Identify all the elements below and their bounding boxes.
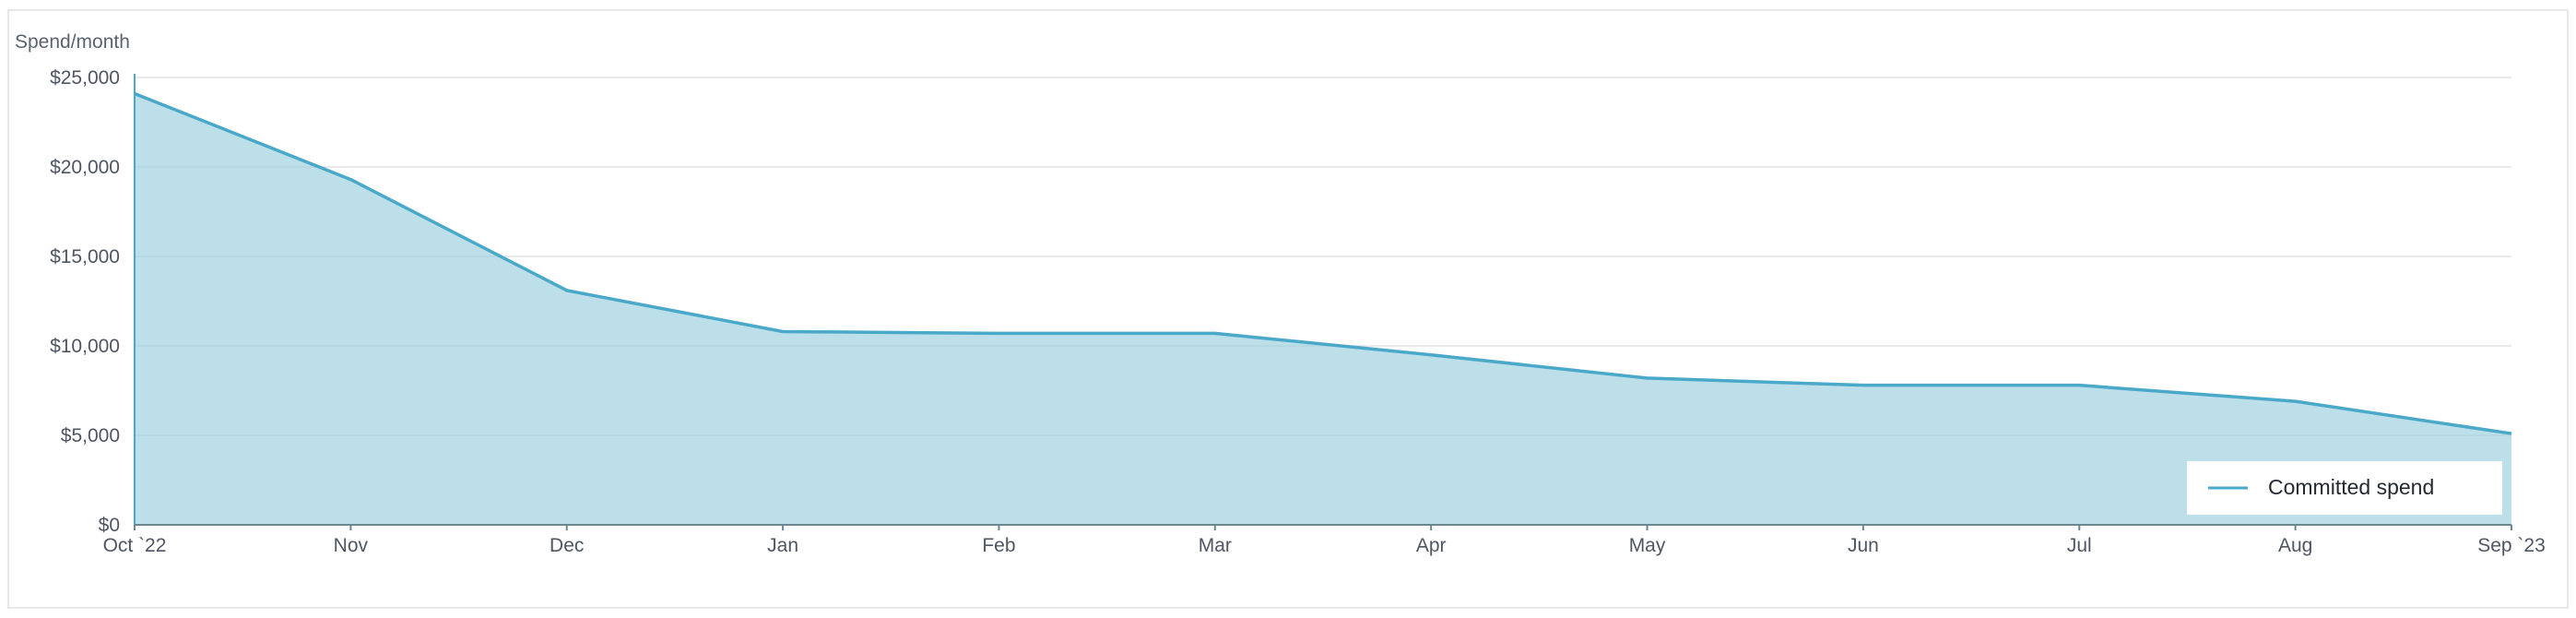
x-tick-label: Oct `22 bbox=[103, 535, 167, 556]
x-tick-label: Mar bbox=[1199, 535, 1232, 556]
x-tick-label: Jun bbox=[1848, 535, 1879, 556]
y-tick-label: $10,000 bbox=[50, 336, 120, 357]
y-axis-title: Spend/month bbox=[15, 31, 130, 53]
x-tick-label: Feb bbox=[982, 535, 1015, 556]
x-tick-label: Sep `23 bbox=[2477, 535, 2546, 556]
y-tick-label: $0 bbox=[99, 515, 120, 536]
y-tick-label: $25,000 bbox=[50, 67, 120, 89]
x-tick-label: May bbox=[1629, 535, 1666, 556]
x-tick-label: Nov bbox=[334, 535, 369, 556]
area-fill-committed-spend bbox=[135, 93, 2511, 526]
area-layer bbox=[134, 77, 2512, 526]
x-tick-label: Aug bbox=[2278, 535, 2312, 556]
y-tick-label: $15,000 bbox=[50, 246, 120, 267]
x-tick-label: Apr bbox=[1416, 535, 1447, 556]
axis-layer bbox=[134, 74, 2512, 530]
x-tick-label: Jan bbox=[767, 535, 798, 556]
y-tick-label: $5,000 bbox=[61, 425, 120, 446]
legend-label-committed-spend: Committed spend bbox=[2268, 475, 2434, 499]
x-tick-labels: Oct `22 Nov Dec Jan Feb Mar Apr May Jun Jul Aug Sep… bbox=[103, 535, 2546, 556]
series-line-committed-spend bbox=[134, 91, 2512, 435]
legend[interactable]: Committed spend bbox=[2187, 461, 2502, 515]
x-tick-label: Dec bbox=[549, 535, 584, 556]
y-tick-label: $20,000 bbox=[50, 157, 120, 178]
y-tick-labels: $0 $5,000 $10,000 $15,000 $20,000 $25,000 bbox=[50, 67, 120, 536]
x-tick-label: Jul bbox=[2067, 535, 2092, 556]
